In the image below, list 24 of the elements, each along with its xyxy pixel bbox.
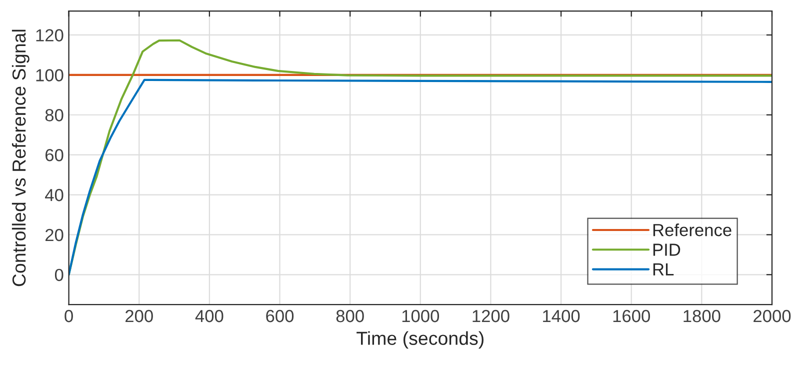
y-tick-label: 80 xyxy=(45,109,64,122)
y-tick-label: 0 xyxy=(54,268,64,282)
x-tick-label: 2000 xyxy=(754,310,791,322)
x-tick-label: 1000 xyxy=(402,310,440,322)
x-tick-label: 1800 xyxy=(684,310,720,322)
x-tick-label: 800 xyxy=(336,310,364,322)
x-tick-label: 0 xyxy=(64,310,73,322)
x-tick-label: 1400 xyxy=(543,310,580,322)
y-tick-label: 40 xyxy=(45,188,64,202)
legend-label: RL xyxy=(653,263,674,276)
x-axis-title: Time (seconds) xyxy=(356,331,484,349)
x-tick-label: 1600 xyxy=(613,310,650,322)
line-series xyxy=(68,78,772,276)
y-axis-title: Controlled vs Reference Signal xyxy=(12,30,30,286)
x-tick-label: 1200 xyxy=(472,310,510,322)
legend-label: PID xyxy=(653,244,680,256)
y-tick-label: 20 xyxy=(46,228,64,242)
x-tick-label: 600 xyxy=(266,310,294,322)
x-tick-label: 400 xyxy=(195,310,224,322)
y-tick-label: 60 xyxy=(46,148,64,162)
y-tick-label: 120 xyxy=(36,29,64,42)
x-tick-label: 200 xyxy=(126,310,153,322)
legend-label: Reference xyxy=(653,224,732,236)
y-tick-label: 100 xyxy=(36,69,64,82)
